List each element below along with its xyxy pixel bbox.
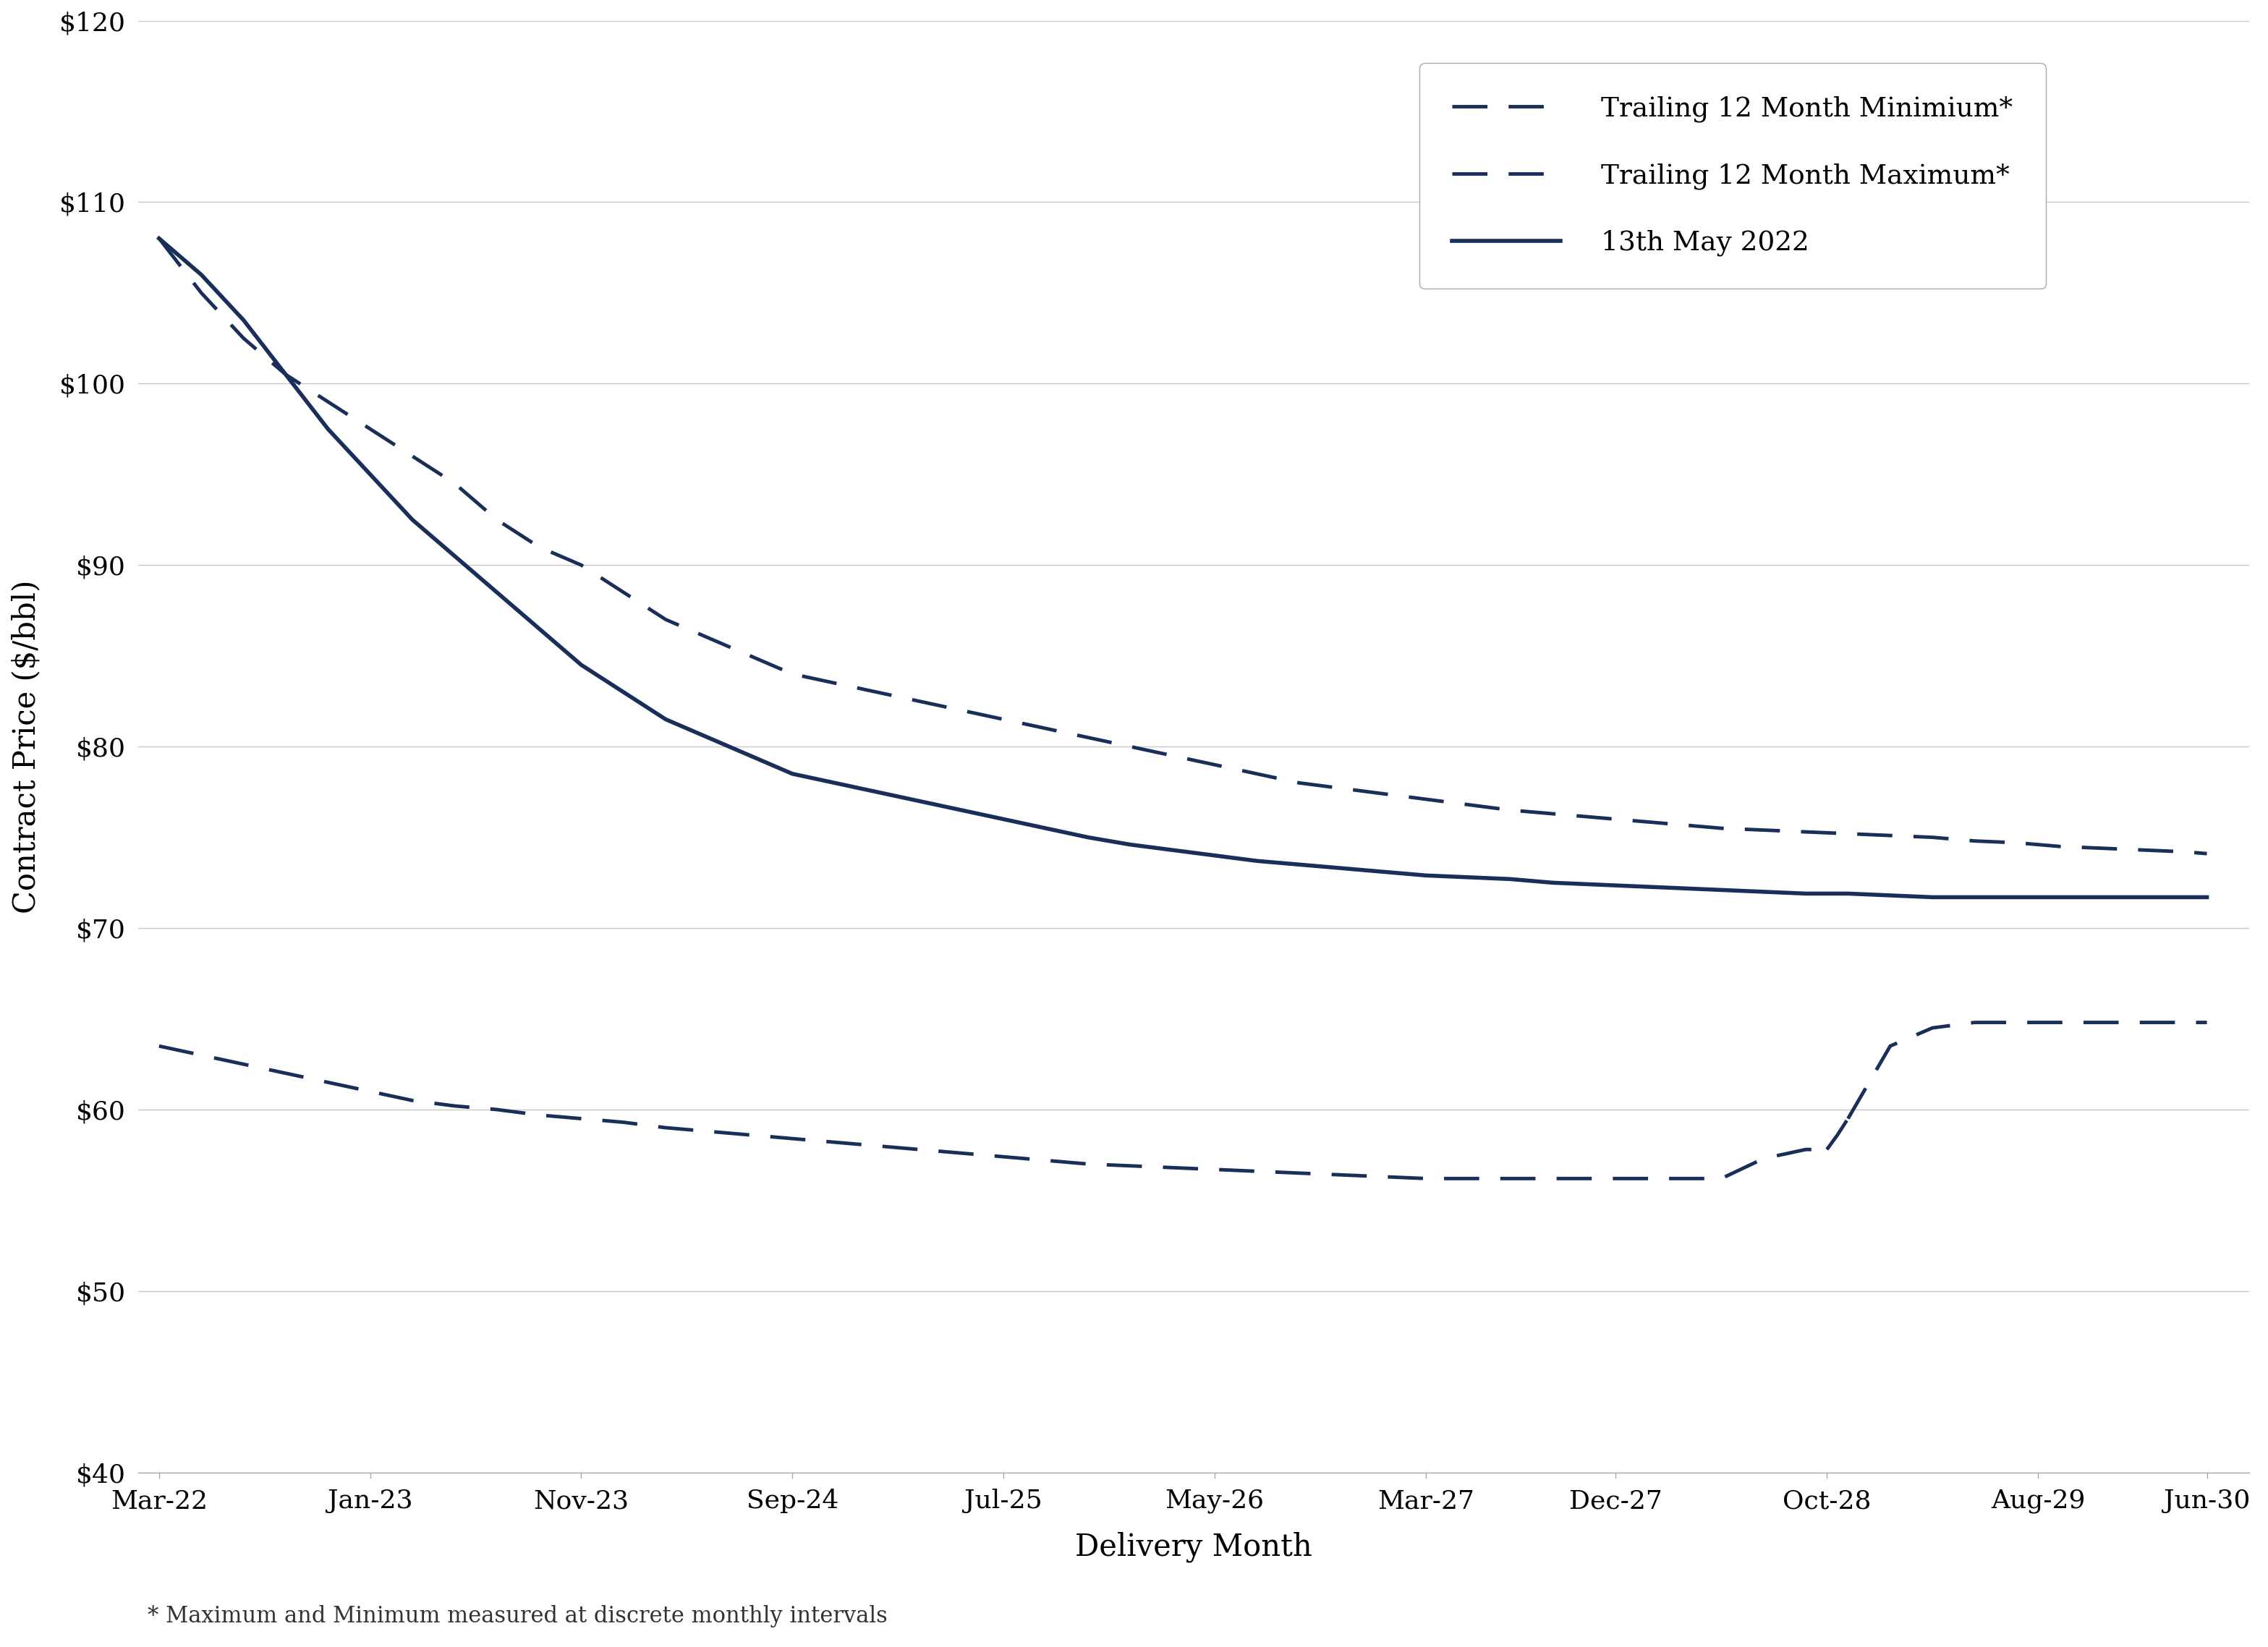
Y-axis label: Contract Price ($/bbl): Contract Price ($/bbl) bbox=[11, 580, 41, 914]
Legend: Trailing 12 Month Minimium*, Trailing 12 Month Maximum*, 13th May 2022: Trailing 12 Month Minimium*, Trailing 12… bbox=[1420, 63, 2046, 288]
X-axis label: Delivery Month: Delivery Month bbox=[1075, 1532, 1313, 1561]
Text: * Maximum and Minimum measured at discrete monthly intervals: * Maximum and Minimum measured at discre… bbox=[147, 1604, 887, 1627]
